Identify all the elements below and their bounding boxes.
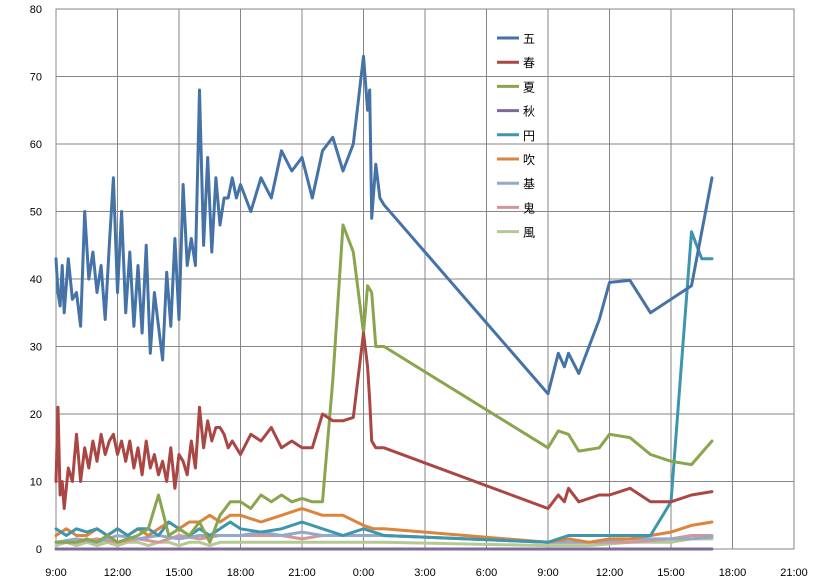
legend-label: 五	[523, 32, 535, 46]
x-axis-ticks: 9:00 12:00 15:00 18:00 21:00 0:00 3:00 6:00 9:00…	[45, 567, 807, 579]
series-line-1	[54, 331, 714, 510]
x-tick-label: 21:00	[288, 567, 316, 579]
legend-label: 基	[523, 177, 535, 191]
legend-label: 円	[523, 129, 535, 143]
x-tick-label: 18:00	[227, 567, 255, 579]
y-tick-label: 30	[30, 342, 42, 354]
legend-label: 吹	[523, 153, 535, 167]
y-tick-label: 10	[30, 477, 42, 489]
legend-label: 鬼	[523, 200, 535, 215]
y-axis-ticks: 0 10 20 30 40 50 60 70 80	[30, 4, 42, 556]
x-tick-label: 15:00	[657, 567, 685, 579]
legend-label: 夏	[523, 80, 535, 94]
legend-label: 秋	[523, 105, 535, 119]
x-tick-label: 6:00	[476, 567, 497, 579]
x-tick-label: 9:00	[537, 567, 558, 579]
x-tick-label: 18:00	[719, 567, 747, 579]
y-tick-label: 0	[36, 544, 42, 556]
x-tick-label: 12:00	[104, 567, 132, 579]
y-tick-label: 40	[30, 274, 42, 286]
y-tick-label: 80	[30, 4, 42, 16]
legend-label: 春	[523, 56, 535, 70]
series-line-2	[54, 223, 714, 544]
x-tick-label: 9:00	[45, 567, 66, 579]
series-line-0	[54, 54, 714, 396]
series-line-4	[54, 230, 714, 544]
y-tick-label: 70	[30, 72, 42, 84]
x-tick-label: 0:00	[353, 567, 374, 579]
x-tick-label: 15:00	[165, 567, 193, 579]
x-tick-label: 21:00	[780, 567, 808, 579]
series-line-8	[54, 537, 714, 548]
legend-label: 風	[523, 226, 535, 240]
y-tick-label: 50	[30, 207, 42, 219]
x-tick-label: 12:00	[596, 567, 624, 579]
series-lines	[54, 54, 714, 551]
y-tick-label: 60	[30, 139, 42, 151]
y-tick-label: 20	[30, 409, 42, 421]
x-tick-label: 3:00	[414, 567, 435, 579]
